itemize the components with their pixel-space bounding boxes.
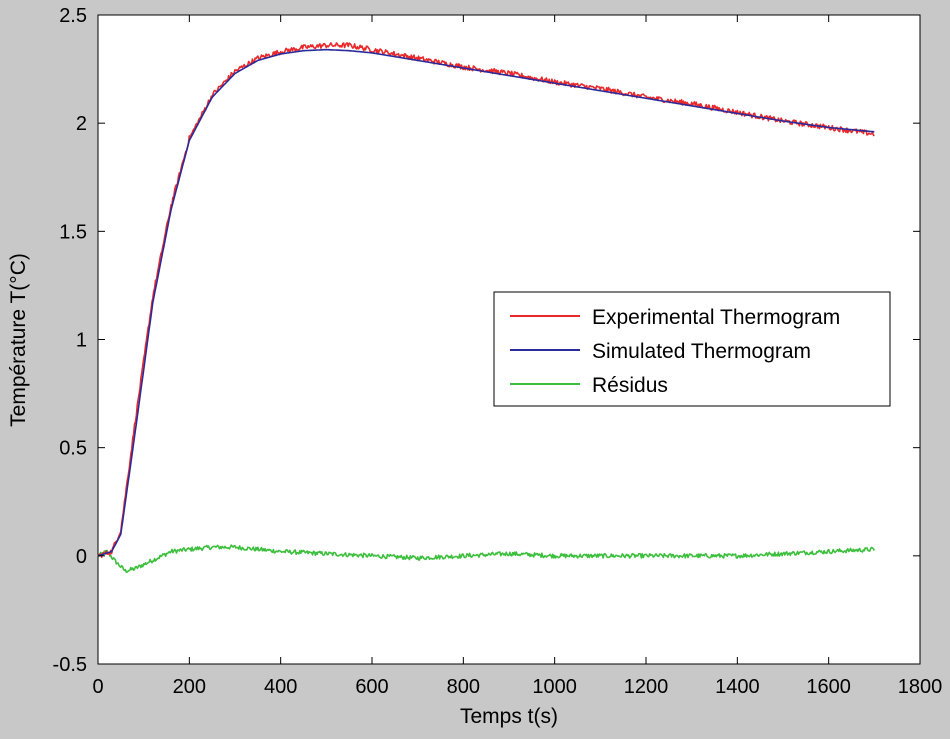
x-tick-label: 1000 (532, 676, 577, 698)
y-axis-label: Température T(°C) (7, 253, 30, 427)
y-tick-label: 0.5 (59, 438, 87, 460)
series-line-1 (97, 48, 875, 557)
y-tick-label: 2.5 (59, 5, 87, 27)
ticks-layer: 0 200 400 600 800 1000 1200 1400 1600 1800-0.500.… (53, 5, 943, 698)
x-tick-label: 1800 (898, 676, 943, 698)
legend: Experimental Thermogram Simulated Thermog… (493, 291, 891, 407)
x-tick-label: 800 (447, 676, 480, 698)
x-axis-label: Temps t(s) (460, 705, 558, 728)
x-tick-label: 1600 (806, 676, 851, 698)
legend-label: Résidus (592, 374, 668, 397)
y-tick-label: 1.5 (59, 221, 87, 243)
legend-label: Simulated Thermogram (592, 340, 811, 363)
x-tick-label: 1200 (624, 676, 669, 698)
series-layer (97, 42, 876, 574)
x-tick-label: 600 (355, 676, 388, 698)
legend-label: Experimental Thermogram (592, 306, 840, 329)
x-tick-label: 400 (264, 676, 297, 698)
x-tick-label: 200 (173, 676, 206, 698)
y-tick-label: 0 (76, 546, 87, 568)
y-tick-label: 1 (76, 330, 87, 352)
y-tick-label: 2 (76, 113, 87, 135)
y-tick-label: -0.5 (53, 654, 87, 676)
series-line-2 (97, 544, 876, 574)
x-tick-label: 1400 (715, 676, 760, 698)
x-tick-label: 0 (92, 676, 103, 698)
